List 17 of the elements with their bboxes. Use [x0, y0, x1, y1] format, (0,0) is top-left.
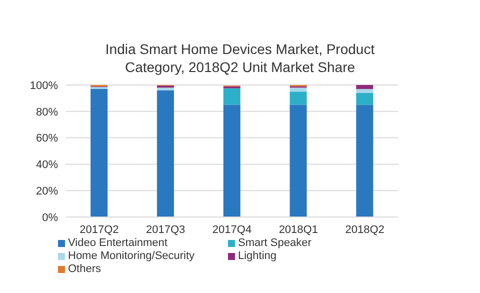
y-tick-label: 40% [36, 159, 58, 172]
y-tick-label: 80% [36, 106, 58, 118]
x-tick-label: 2018Q2 [345, 224, 384, 236]
legend-label: Video Entertainment [68, 237, 168, 249]
legend-label: Lighting [238, 250, 277, 262]
x-tick-label: 2017Q2 [80, 224, 119, 236]
legend-label: Home Monitoring/Security [68, 250, 195, 262]
chart-title: India Smart Home Devices Market, Product Category, 2018Q2 Unit Market Share [104, 40, 376, 76]
x-tick-label: 2017Q3 [146, 224, 186, 236]
x-tick-label: 2017Q4 [212, 224, 252, 236]
legend-label: Others [68, 263, 102, 275]
y-tick-label: 0% [42, 212, 58, 224]
y-tick-label: 100% [30, 80, 58, 92]
y-tick-label: 20% [36, 186, 58, 198]
y-tick-label: 60% [36, 132, 58, 145]
x-tick-label: 2018Q1 [278, 224, 318, 236]
legend-label: Smart Speaker [238, 237, 312, 249]
